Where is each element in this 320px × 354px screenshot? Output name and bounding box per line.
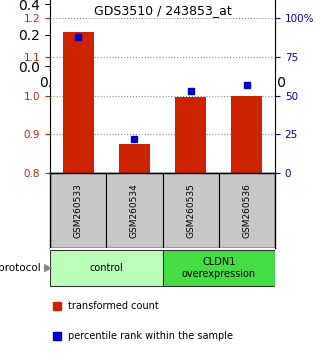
Bar — [63, 32, 93, 173]
Bar — [119, 144, 150, 173]
Bar — [106, 173, 163, 248]
Bar — [219, 173, 275, 248]
Bar — [163, 250, 275, 286]
Text: GSM260533: GSM260533 — [74, 183, 83, 238]
Text: ▶: ▶ — [44, 263, 52, 273]
Bar — [163, 173, 219, 248]
Bar — [231, 96, 262, 173]
Bar — [50, 250, 163, 286]
Text: control: control — [89, 263, 123, 273]
Text: protocol: protocol — [0, 263, 40, 273]
Text: GSM260536: GSM260536 — [242, 183, 252, 238]
Text: GSM260534: GSM260534 — [130, 183, 139, 238]
Text: GSM260535: GSM260535 — [186, 183, 195, 238]
Title: GDS3510 / 243853_at: GDS3510 / 243853_at — [94, 4, 231, 17]
Text: transformed count: transformed count — [68, 302, 159, 312]
Bar — [50, 173, 106, 248]
Text: percentile rank within the sample: percentile rank within the sample — [68, 331, 233, 341]
Bar — [175, 97, 206, 173]
Text: CLDN1
overexpression: CLDN1 overexpression — [182, 257, 256, 279]
